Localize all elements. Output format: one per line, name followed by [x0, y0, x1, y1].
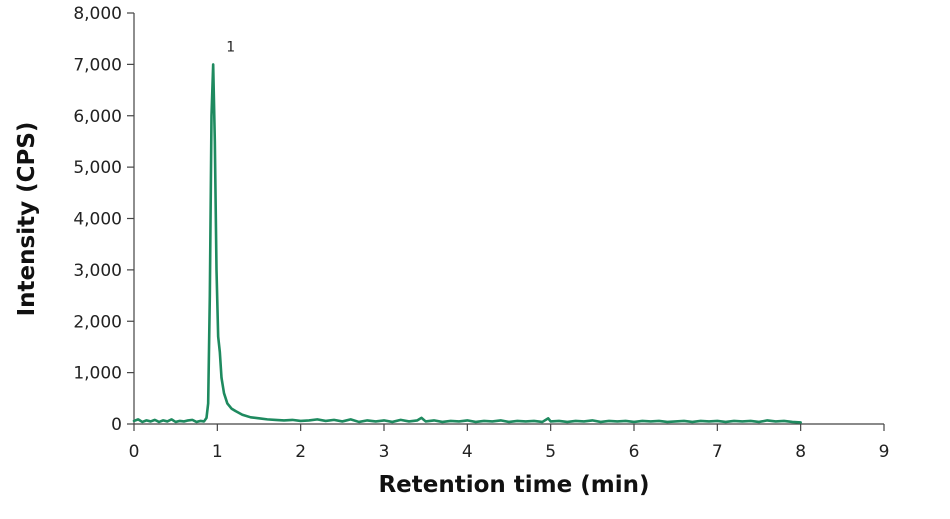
x-tick-label: 3 [379, 442, 390, 462]
y-tick-label: 3,000 [73, 261, 122, 281]
plot-area [132, 63, 802, 424]
y-tick-label: 5,000 [73, 158, 122, 178]
peak-label: 1 [226, 40, 235, 56]
y-tick-label: 6,000 [73, 107, 122, 127]
y-tick-label: 8,000 [73, 4, 122, 24]
x-tick-label: 6 [629, 442, 640, 462]
x-tick-label: 4 [462, 442, 473, 462]
x-axis: 0 1 2 3 4 5 6 7 8 9 [129, 423, 890, 462]
x-tick-label: 1 [212, 442, 223, 462]
y-tick-label: 4,000 [73, 210, 122, 230]
y-tick-label: 7,000 [73, 55, 122, 75]
y-tick-label: 2,000 [73, 312, 122, 332]
y-axis: 0 1,000 2,000 3,000 4,000 5,000 6,000 7,000 8,00… [73, 4, 135, 435]
x-tick-label: 0 [129, 442, 140, 462]
series-line [132, 63, 802, 424]
x-tick-label: 2 [295, 442, 306, 462]
annotations: 1 [226, 40, 235, 56]
x-axis-title: Retention time (min) [378, 472, 649, 498]
x-tick-label: 9 [879, 442, 890, 462]
y-axis-title: Intensity (CPS) [14, 122, 40, 317]
y-tick-label: 0 [111, 415, 122, 435]
x-tick-label: 5 [545, 442, 556, 462]
x-tick-label: 7 [712, 442, 723, 462]
y-tick-label: 1,000 [73, 364, 122, 384]
x-tick-label: 8 [795, 442, 806, 462]
